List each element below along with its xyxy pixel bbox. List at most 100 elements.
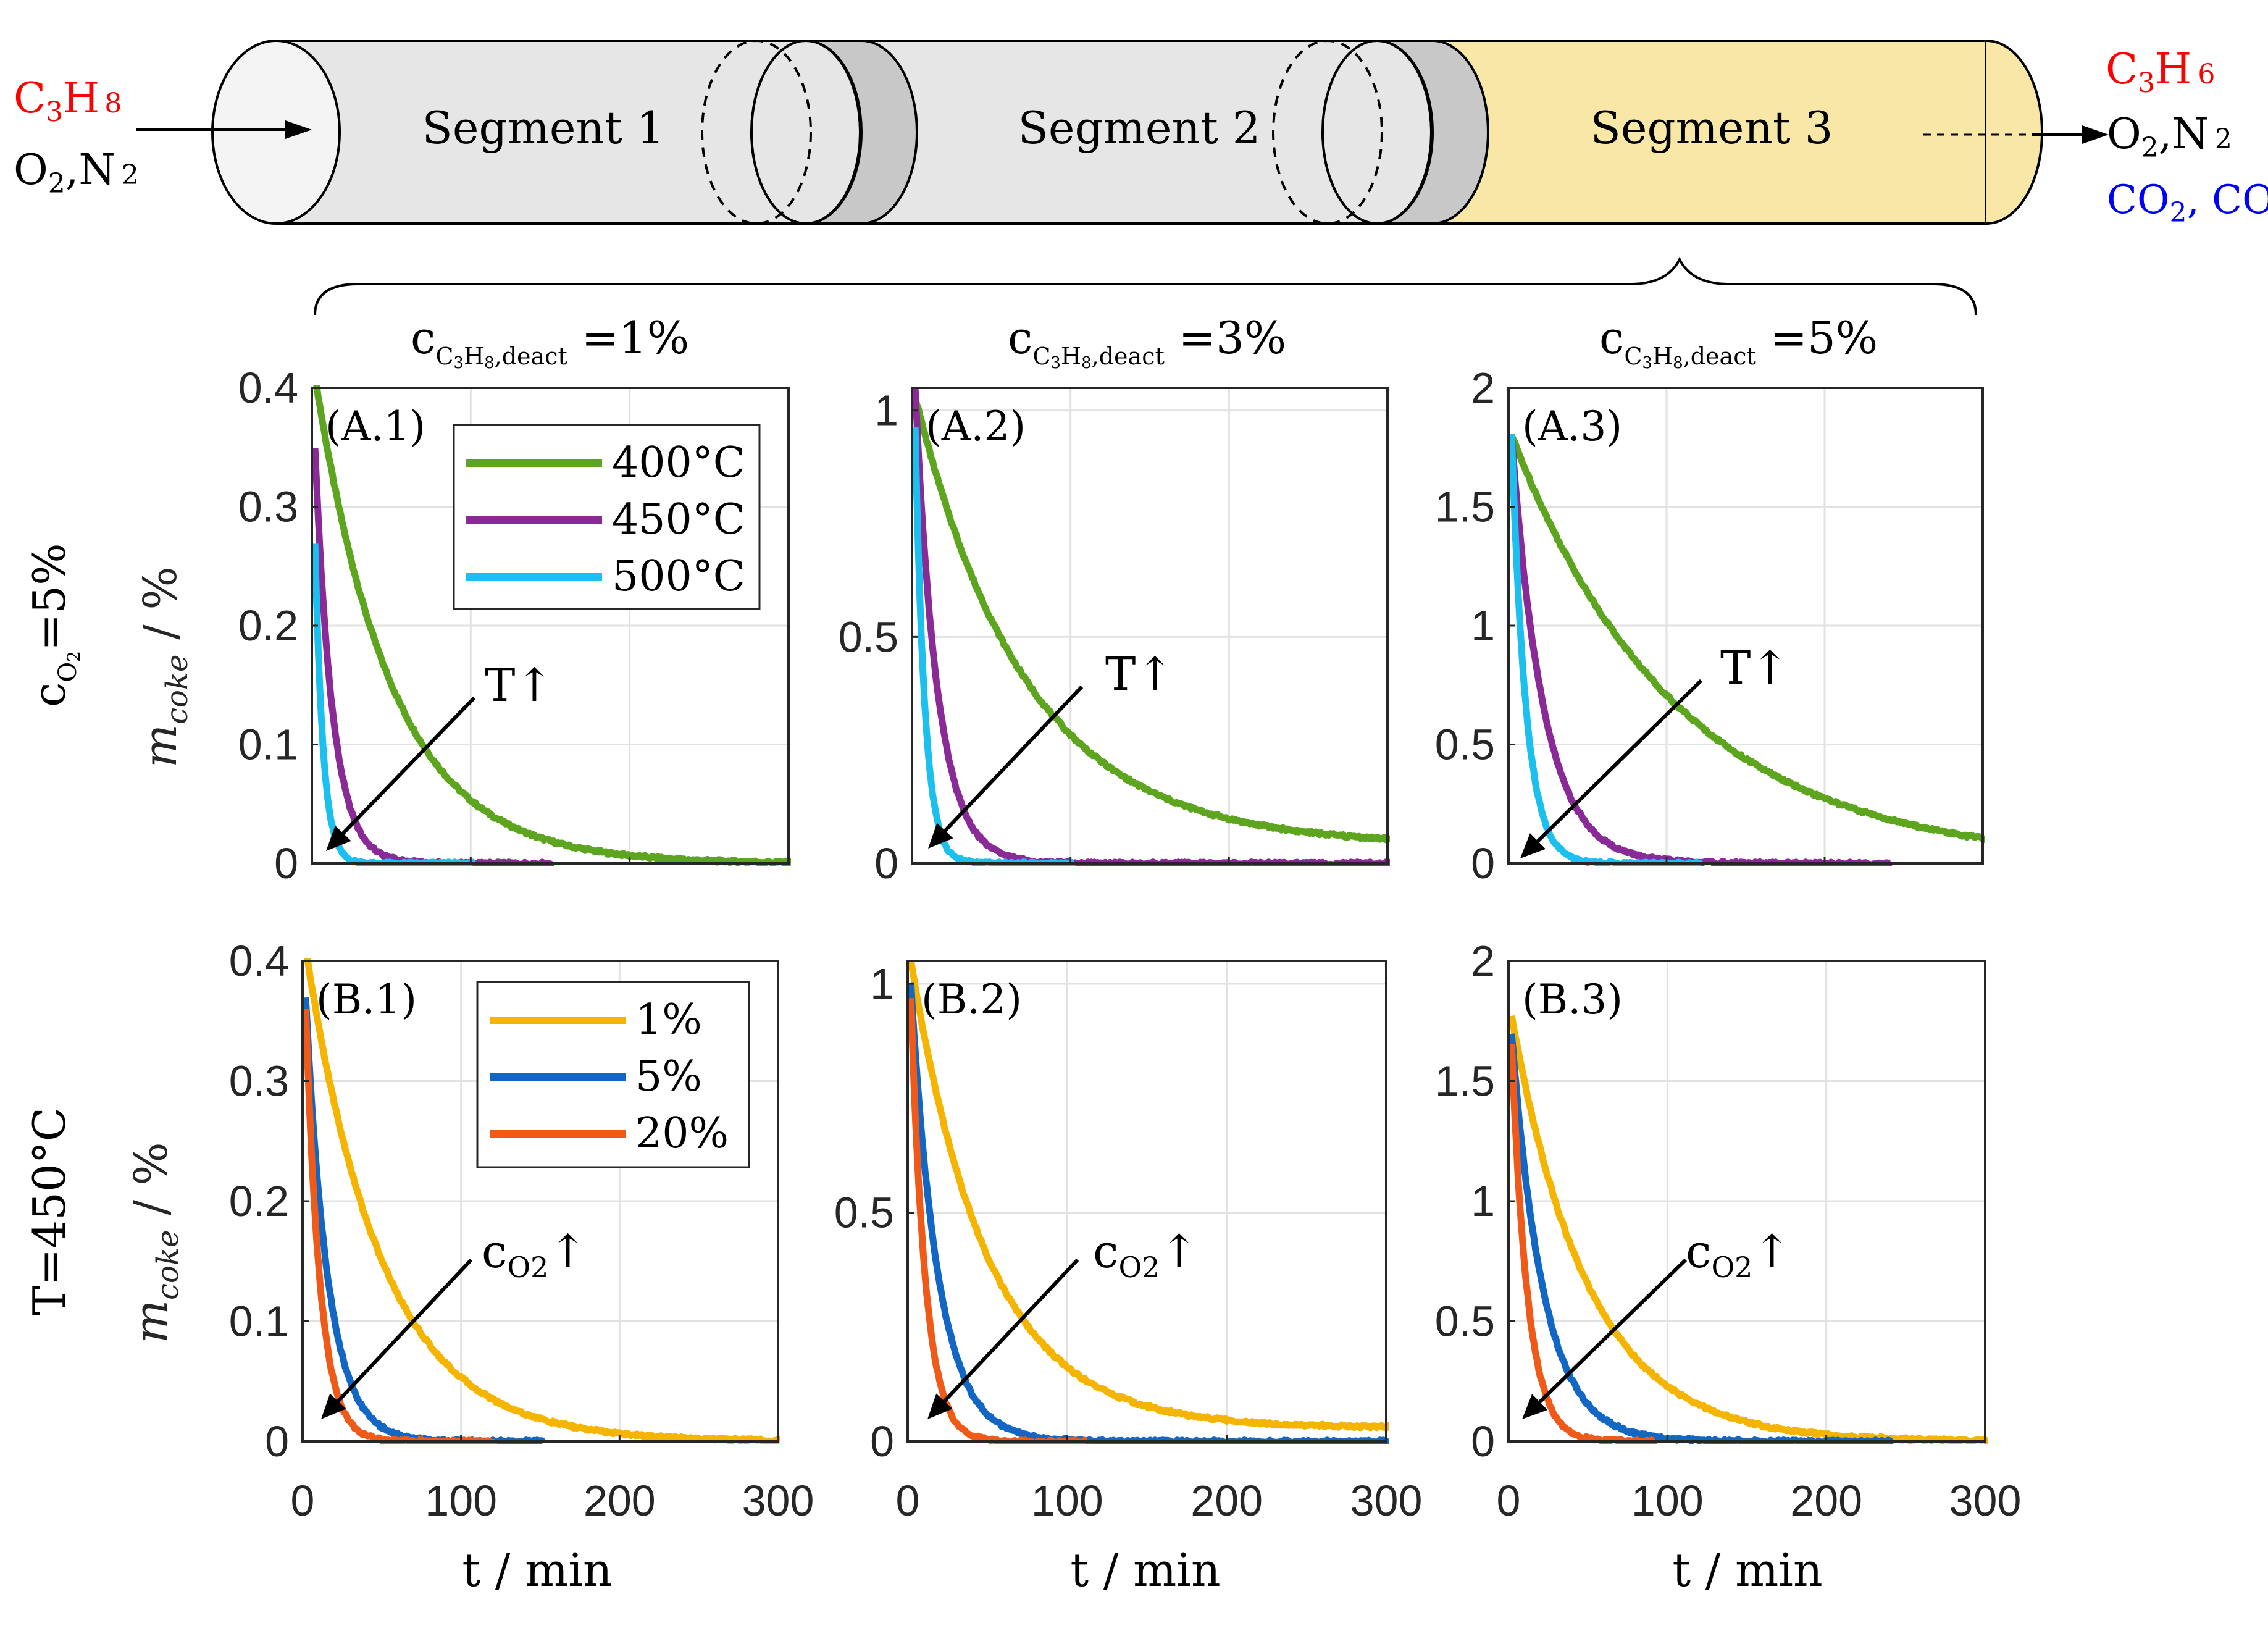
trend-arrow-head xyxy=(321,1393,346,1419)
trend-annotation: T↑ xyxy=(1105,648,1174,701)
trend-arrow xyxy=(1536,679,1703,843)
x-tick-label: 100 xyxy=(1631,1477,1704,1525)
y-tick-label: 0.4 xyxy=(229,937,289,985)
panel-B2: 0 0.5 1 0 100 200 300 (B.2) cO2↑ xyxy=(834,960,1423,1525)
panel-label: (A.2) xyxy=(926,403,1026,450)
y-tick-label: 0 xyxy=(874,839,898,887)
y-tick-label: 0.3 xyxy=(229,1057,289,1105)
trend-arrow xyxy=(943,1258,1079,1402)
y-tick-label: 0.5 xyxy=(834,1189,894,1237)
trend-arrow-head xyxy=(326,825,351,851)
column-header-3: cC3H8,deact =5% xyxy=(1599,312,1878,372)
y-tick-label: 0 xyxy=(265,1417,289,1465)
trend-annotation: cO2↑ xyxy=(482,1225,587,1284)
legend-label: 20% xyxy=(635,1109,729,1158)
trend-arrow-head xyxy=(1522,1394,1548,1419)
column-header-1: cC3H8,deact =1% xyxy=(411,312,689,372)
legend-label: 1% xyxy=(635,996,702,1044)
outlet-carbon-oxides: CO2, CO xyxy=(2107,177,2268,229)
y-tick-label: 1 xyxy=(1471,1177,1495,1225)
trend-arrow xyxy=(337,1258,473,1402)
trend-arrow xyxy=(341,696,476,835)
plot-area xyxy=(908,961,1386,1441)
x-tick-label: 200 xyxy=(584,1477,656,1525)
series-line-20 xyxy=(302,1008,498,1444)
y-tick-label: 0.3 xyxy=(238,483,298,531)
inlet-face xyxy=(211,40,341,225)
y-tick-label: 2 xyxy=(1471,364,1495,412)
trend-annotation: cO2↑ xyxy=(1093,1225,1198,1284)
y-tick-label: 1.5 xyxy=(1435,1057,1495,1105)
segment-2-body xyxy=(831,40,1401,225)
panel-label: (B.3) xyxy=(1522,976,1623,1023)
x-tick-label: 100 xyxy=(425,1477,497,1525)
trend-annotation: T↑ xyxy=(1720,642,1789,695)
panel-B1: 0 0.1 0.2 0.3 0.4 0 100 200 300 (B.1) mcoke / % cO2… xyxy=(125,937,814,1525)
legend-label: 450°C xyxy=(612,495,745,544)
y-tick-label: 0 xyxy=(274,839,298,887)
segment-3-label: Segment 3 xyxy=(1591,102,1833,154)
panel-B3: 0 0.5 1 1.5 2 0 100 200 300 (B.3) cO2↑ xyxy=(1435,937,2022,1525)
y-tick-label: 2 xyxy=(1471,937,1495,985)
segment-1-label: Segment 1 xyxy=(422,102,665,154)
xlabel-B2: t / min xyxy=(1070,1544,1220,1597)
y-tick-label: 0 xyxy=(870,1417,894,1465)
trend-arrow xyxy=(1538,1258,1688,1404)
panel-A3: 0 0.5 1 1.5 2 (A.3) T↑ xyxy=(1435,364,1985,887)
x-tick-label: 0 xyxy=(1497,1477,1521,1525)
panel-A2: 0 0.5 1 (A.2) T↑ xyxy=(839,387,1390,887)
y-tick-label: 0 xyxy=(1471,1417,1495,1465)
x-tick-label: 0 xyxy=(291,1477,315,1525)
x-tick-label: 300 xyxy=(1949,1477,2022,1525)
legend-label: 500°C xyxy=(612,552,745,601)
y-tick-label: 1 xyxy=(874,387,898,435)
y-tick-label: 1.5 xyxy=(1435,483,1495,531)
y-tick-label: 1 xyxy=(1471,602,1495,650)
y-tick-label: 0.1 xyxy=(238,721,298,769)
segment-2-label: Segment 2 xyxy=(1018,102,1261,154)
trend-arrow-head xyxy=(928,823,953,849)
y-tick-label: 0.2 xyxy=(229,1177,289,1225)
series-line-400C xyxy=(313,385,791,866)
y-tick-label: 0.5 xyxy=(839,613,898,661)
column-header-2: cC3H8,deact =3% xyxy=(1008,312,1286,372)
axes-frame xyxy=(911,387,1389,865)
panel-label: (A.1) xyxy=(325,403,425,450)
row-label-temperature: T=450°C xyxy=(23,1107,75,1315)
segment-3-end-cap xyxy=(1986,40,2043,225)
series-line-1 xyxy=(907,960,1389,1432)
column-headers: cC3H8,deact =1% cC3H8,deact =3% cC3H8,de… xyxy=(411,312,1878,372)
x-tick-label: 300 xyxy=(1350,1477,1423,1525)
inlet-oxygen-nitrogen: O2,N 2 xyxy=(14,146,139,199)
y-tick-label: 0.2 xyxy=(238,602,298,650)
series-line-1 xyxy=(304,958,780,1444)
y-tick-label: 0.4 xyxy=(238,364,298,412)
panel-A1: 0 0.1 0.2 0.3 0.4 (A.1) mcoke / % T↑ 400°C 450°C 5… xyxy=(134,364,791,887)
x-tick-label: 200 xyxy=(1790,1477,1862,1525)
panel-label: (A.3) xyxy=(1522,403,1622,450)
x-tick-label: 200 xyxy=(1190,1477,1263,1525)
segment-1-body xyxy=(275,40,833,225)
axes-frame xyxy=(906,960,1387,1443)
reactor-schematic: Segment 1 Segment 2 Segment 3 C3H 8 O2,N 2… xyxy=(14,40,2268,316)
outlet-oxygen-nitrogen: O2,N 2 xyxy=(2107,110,2232,164)
row-label-oxygen: cO2=5% xyxy=(23,543,84,707)
y-axis-label: mcoke / % xyxy=(125,1142,185,1343)
y-tick-label: 0.5 xyxy=(1435,1298,1495,1346)
outlet-propylene: C3H 6 xyxy=(2106,45,2215,99)
trend-arrow-head xyxy=(1520,833,1546,858)
row-labels: cO2=5% T=450°C xyxy=(23,543,84,1315)
x-tick-label: 0 xyxy=(896,1477,920,1525)
trend-arrow-head xyxy=(927,1393,953,1419)
y-tick-label: 1 xyxy=(870,960,894,1008)
segment-3-brace xyxy=(314,256,1977,316)
legend-label: 5% xyxy=(635,1052,702,1101)
trend-arrow xyxy=(944,685,1084,832)
xlabel-B1: t / min xyxy=(462,1544,612,1597)
y-axis-label: mcoke / % xyxy=(134,566,195,768)
trend-annotation: T↑ xyxy=(485,659,553,712)
x-tick-label: 300 xyxy=(742,1477,814,1525)
panel-label: (B.2) xyxy=(921,976,1022,1023)
y-tick-label: 0.1 xyxy=(229,1298,289,1346)
